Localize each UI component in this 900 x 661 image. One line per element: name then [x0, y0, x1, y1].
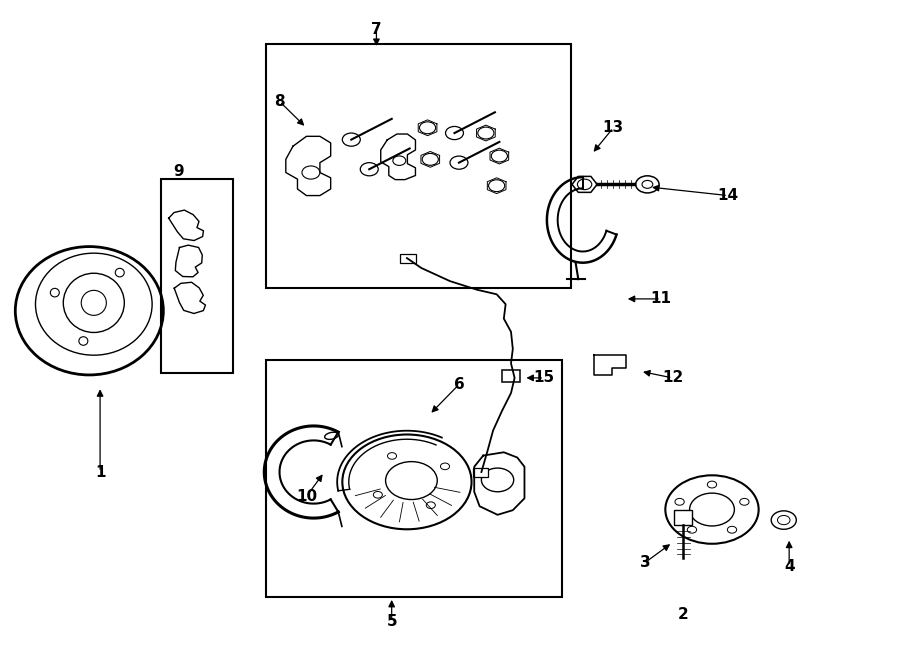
Text: 6: 6 — [454, 377, 464, 392]
Bar — [161, 179, 233, 373]
Bar — [473, 468, 488, 477]
Text: 5: 5 — [386, 614, 397, 629]
Bar — [400, 254, 416, 263]
Text: 10: 10 — [296, 489, 317, 504]
Text: 13: 13 — [603, 120, 624, 136]
Bar — [674, 510, 692, 525]
Text: 3: 3 — [640, 555, 651, 570]
Bar — [266, 360, 562, 597]
Bar — [502, 370, 520, 382]
Text: 1: 1 — [94, 465, 105, 479]
Text: 15: 15 — [534, 370, 554, 385]
Text: 8: 8 — [274, 94, 284, 109]
Text: 4: 4 — [784, 559, 795, 574]
Text: 2: 2 — [678, 607, 688, 623]
Text: 12: 12 — [662, 370, 683, 385]
Bar — [266, 44, 572, 288]
Text: 7: 7 — [371, 22, 382, 36]
Text: 11: 11 — [651, 292, 671, 307]
Text: 14: 14 — [717, 188, 739, 203]
Text: 9: 9 — [173, 164, 184, 178]
